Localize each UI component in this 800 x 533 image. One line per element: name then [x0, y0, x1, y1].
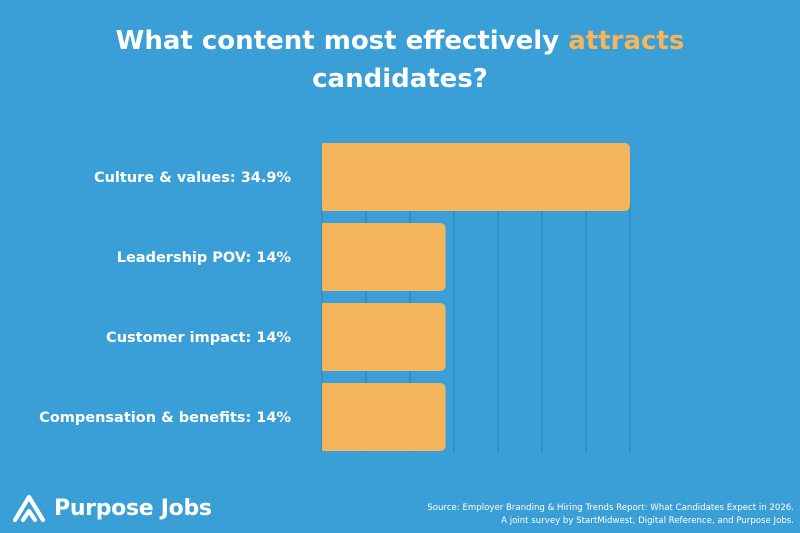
chart-category-labels: Culture & values: 34.9% Leadership POV: 1…	[39, 170, 291, 426]
mountain-logo-icon	[12, 494, 46, 523]
chart-title-highlight: attracts	[568, 26, 685, 56]
chart-title-prefix: What content most effectively	[115, 26, 569, 56]
source-note: Source: Employer Branding & Hiring Trend…	[427, 502, 794, 528]
bar	[322, 223, 446, 291]
bar	[322, 143, 630, 211]
category-label: Culture & values: 34.9%	[94, 170, 292, 186]
brand-logo: Purpose Jobs	[12, 490, 212, 526]
source-line-2: A joint survey by StartMidwest, Digital …	[501, 516, 794, 526]
source-line-1: Source: Employer Branding & Hiring Trend…	[427, 503, 794, 513]
bar	[322, 303, 446, 371]
brand-name: Purpose Jobs	[54, 495, 212, 521]
chart-title-suffix: candidates?	[312, 64, 488, 94]
chart-title: What content most effectively attracts c…	[0, 22, 800, 98]
chart-bars	[322, 143, 630, 451]
category-label: Compensation & benefits: 14%	[39, 410, 291, 426]
category-label: Customer impact: 14%	[106, 330, 291, 346]
category-label: Leadership POV: 14%	[117, 250, 292, 266]
bar	[322, 383, 446, 451]
